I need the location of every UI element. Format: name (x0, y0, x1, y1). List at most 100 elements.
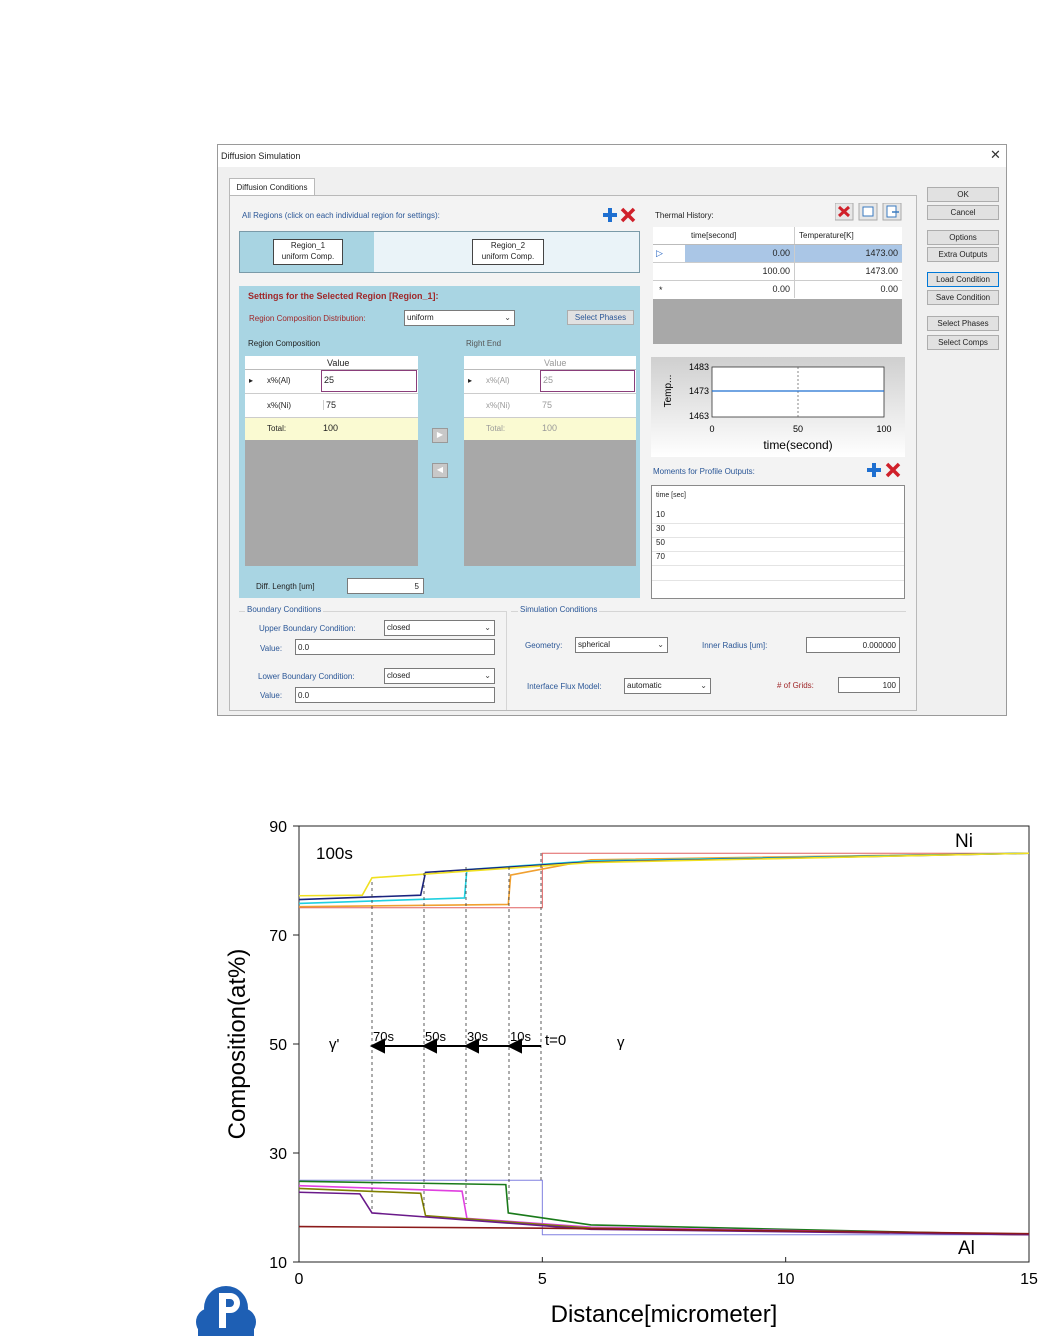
thermal-history-label: Thermal History: (655, 211, 714, 220)
list-item[interactable]: 30 (652, 524, 904, 538)
export-icon[interactable] (882, 203, 902, 221)
mini-xlabel: time(second) (763, 438, 832, 452)
chevron-down-icon: ⌄ (657, 640, 664, 649)
chevron-down-icon: ⌄ (504, 313, 511, 322)
simulation-group-label: Simulation Conditions (518, 605, 600, 614)
select-phases-button[interactable]: Select Phases (927, 316, 999, 331)
inner-radius-label: Inner Radius [um]: (702, 641, 768, 650)
total-value-cell: 100 (323, 423, 339, 433)
moments-list: time [sec] 10 30 50 70 (651, 485, 905, 599)
select-comps-button[interactable]: Select Comps (927, 335, 999, 350)
value-header: Value (327, 358, 350, 368)
add-region-icon[interactable] (603, 208, 617, 222)
table-row: Total: 100 (245, 418, 418, 440)
select-phases-inner-button[interactable]: Select Phases (567, 310, 634, 325)
region-1-box[interactable]: Region_1 uniform Comp. (273, 239, 343, 265)
thermal-grid: time[second] Temperature[K] ▷ 0.00 1473.… (653, 227, 902, 344)
label-10s: 10s (510, 1029, 531, 1044)
region-2-name: Region_2 (490, 241, 526, 250)
tick-layer: 0 5 10 15 90 70 50 30 10 (269, 819, 1038, 1288)
mini-ylabel: Temp... (663, 375, 674, 408)
region-composition-label: Region Composition (248, 339, 321, 348)
mini-xtick: 100 (876, 424, 891, 434)
composition-profile-chart: 100s Ni Al γ' γ 70s 50s 30s 10s t=0 0 5 10… (196, 819, 1038, 1336)
upper-boundary-select[interactable]: closed ⌄ (384, 620, 495, 636)
cancel-button[interactable]: Cancel (927, 205, 999, 220)
mini-ytick: 1463 (689, 411, 709, 421)
tab-diffusion-conditions[interactable]: Diffusion Conditions (229, 178, 315, 196)
table-row: Total: 100 (464, 418, 636, 440)
x-tick-label: 10 (777, 1271, 795, 1288)
diff-length-input[interactable]: 5 (347, 578, 424, 594)
save-condition-button[interactable]: Save Condition (927, 290, 999, 305)
inner-radius-input[interactable]: 0.000000 (806, 637, 900, 653)
upper-boundary-label: Upper Boundary Condition: (259, 624, 356, 633)
al-value-input[interactable]: 25 (321, 370, 417, 392)
delete-region-icon[interactable] (620, 207, 636, 223)
region-2-box[interactable]: Region_2 uniform Comp. (472, 239, 544, 265)
y-tick-label: 10 (269, 1255, 287, 1272)
copy-right-icon[interactable]: ▶ (432, 428, 448, 443)
temp-column-header: Temperature[K] (794, 227, 854, 244)
x-axis-label: Distance[micrometer] (551, 1301, 778, 1328)
x-tick-label: 0 (295, 1271, 304, 1288)
boundary-group-label: Boundary Conditions (245, 605, 324, 614)
copy-left-icon[interactable]: ◀ (432, 463, 448, 478)
diffusion-simulation-dialog: Diffusion Simulation ✕ Diffusion Conditi… (217, 144, 1007, 716)
window-title: Diffusion Simulation (221, 151, 301, 161)
grids-label: # of Grids: (777, 681, 814, 690)
temperature-mini-chart: 1483 1473 1463 0 50 100 time(second) Tem… (651, 357, 905, 457)
list-item[interactable]: 10 (652, 510, 904, 524)
y-tick-label: 50 (269, 1037, 287, 1054)
x-tick-label: 5 (538, 1271, 547, 1288)
x-tick-label: 15 (1020, 1271, 1038, 1288)
lower-boundary-select[interactable]: closed ⌄ (384, 668, 495, 684)
time-column-header: time[second] (691, 231, 737, 240)
table-row[interactable]: 100.00 1473.00 (653, 263, 902, 281)
add-moment-icon[interactable] (867, 463, 881, 477)
close-icon[interactable]: ✕ (990, 147, 1001, 162)
mini-ytick: 1483 (689, 362, 709, 372)
options-button[interactable]: Options (927, 230, 999, 245)
geometry-select[interactable]: spherical ⌄ (575, 637, 668, 653)
series-line-6 (298, 1180, 1030, 1236)
diff-length-label: Diff. Length [um] (256, 582, 315, 591)
right-end-grid: Value ▸ x%(Al) 25 x%(Ni) 75 Total: 100 (464, 356, 636, 566)
chevron-down-icon: ⌄ (700, 681, 707, 690)
label-gamma: γ (617, 1034, 625, 1051)
label-gamma-prime: γ' (329, 1036, 340, 1053)
ni-value-cell[interactable]: 75 (323, 400, 336, 410)
series-line-0 (299, 852, 1029, 909)
delete-moment-icon[interactable] (885, 462, 901, 478)
distribution-select[interactable]: uniform ⌄ (404, 310, 515, 326)
distribution-label: Region Composition Distribution: (249, 314, 366, 323)
grids-input[interactable]: 100 (838, 677, 900, 693)
label-al: Al (958, 1238, 975, 1259)
extra-outputs-button[interactable]: Extra Outputs (927, 247, 999, 262)
table-row[interactable]: ▷ 0.00 1473.00 (653, 245, 902, 263)
upper-value-input[interactable]: 0.0 (295, 639, 495, 655)
flux-model-select[interactable]: automatic ⌄ (624, 678, 711, 694)
region-add-remove (603, 207, 636, 223)
delete-row-icon[interactable] (835, 203, 854, 221)
series-layer (298, 852, 1030, 1236)
load-condition-button[interactable]: Load Condition (927, 272, 999, 287)
table-row: x%(Ni) 75 (245, 394, 418, 418)
import-icon[interactable] (858, 203, 878, 221)
label-100s: 100s (316, 844, 353, 863)
y-tick-label: 70 (269, 928, 287, 945)
table-row: ▸ x%(Al) 25 (464, 370, 636, 394)
table-row[interactable]: * 0.00 0.00 (653, 281, 902, 299)
table-row: ▸ x%(Al) 25 (245, 370, 418, 394)
y-axis-label: Composition(at%) (224, 949, 251, 1140)
series-line-10 (298, 1225, 1030, 1235)
chevron-down-icon: ⌄ (484, 671, 491, 680)
moments-label: Moments for Profile Outputs: (653, 467, 755, 476)
lower-value-input[interactable]: 0.0 (295, 687, 495, 703)
list-item[interactable]: 70 (652, 552, 904, 566)
series-line-1 (299, 1179, 1029, 1236)
ok-button[interactable]: OK (927, 187, 999, 202)
region-2-type: uniform Comp. (481, 252, 535, 261)
region-1-type: uniform Comp. (281, 252, 335, 261)
list-item[interactable]: 50 (652, 538, 904, 552)
